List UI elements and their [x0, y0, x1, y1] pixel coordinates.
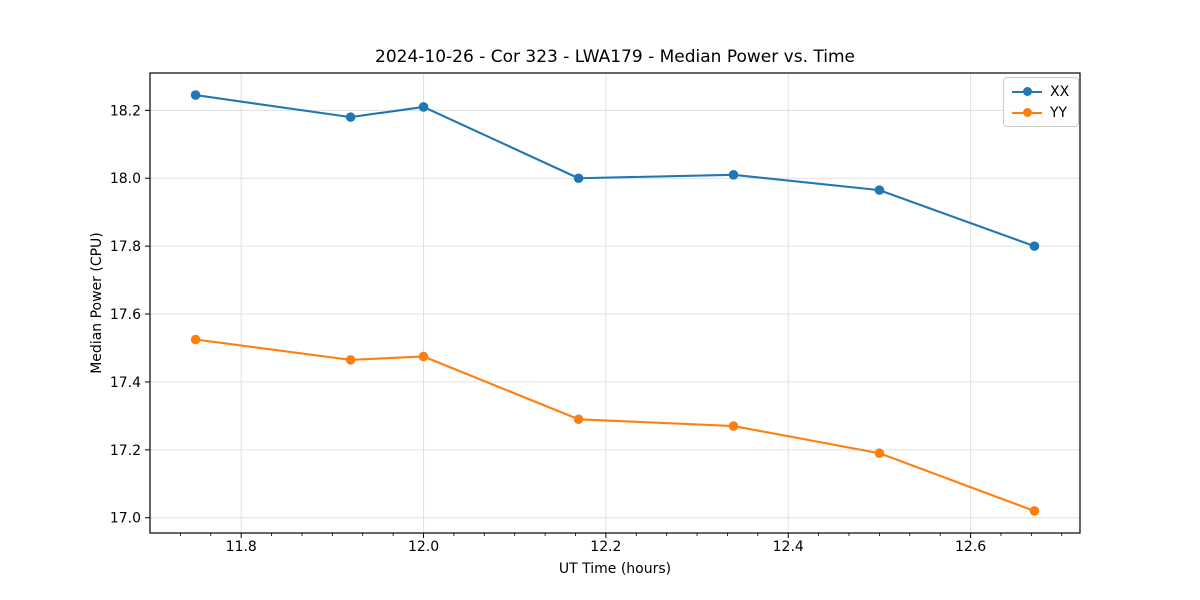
- y-tick-label: 17.2: [110, 443, 141, 459]
- data-point-xx: [573, 173, 584, 184]
- x-axis-label: UT Time (hours): [558, 561, 672, 577]
- data-point-xx: [418, 102, 429, 112]
- x-axis-ticks: 11.8 12.0 12.2 12.4 12.6: [226, 533, 986, 555]
- y-tick-label: 17.6: [110, 307, 141, 323]
- x-tick-label: 12.2: [590, 539, 621, 555]
- x-tick-label: 12.0: [408, 539, 439, 555]
- legend-label-yy: YY: [1050, 104, 1068, 121]
- legend-entry-yy: YY: [1012, 103, 1069, 122]
- data-point-xx: [1029, 241, 1040, 251]
- data-point-xx: [874, 185, 885, 195]
- series-yy: [190, 334, 1040, 516]
- y-axis-ticks: 17.0 17.2 17.4 17.6 17.8 18.0 18.2: [110, 103, 150, 527]
- data-point-yy: [874, 448, 885, 459]
- x-tick-label: 12.4: [773, 539, 804, 555]
- data-point-yy: [345, 355, 356, 365]
- data-point-yy: [728, 421, 739, 431]
- y-tick-label: 17.0: [110, 511, 141, 527]
- axes-frame: [149, 72, 1081, 534]
- series-xx-line: [194, 94, 1036, 248]
- x-tick-label: 11.8: [226, 539, 257, 555]
- data-point-yy: [190, 334, 201, 345]
- y-axis-label: Median Power (CPU): [89, 232, 105, 374]
- data-point-yy: [573, 414, 584, 425]
- y-tick-label: 17.8: [110, 239, 141, 255]
- grid-lines: [150, 73, 1080, 533]
- data-point-yy: [418, 351, 429, 362]
- legend-entry-xx: XX: [1012, 82, 1069, 101]
- chart-title: 2024-10-26 - Cor 323 - LWA179 - Median P…: [375, 47, 855, 67]
- x-tick-label: 12.6: [955, 539, 986, 555]
- y-tick-label: 18.2: [110, 103, 141, 119]
- data-point-xx: [345, 112, 356, 122]
- xx-series-swatch-icon: [1012, 87, 1042, 97]
- series-yy-line: [194, 338, 1036, 512]
- y-tick-label: 18.0: [110, 171, 141, 187]
- data-point-yy: [1029, 506, 1040, 516]
- yy-series-swatch-icon: [1012, 108, 1042, 118]
- y-tick-label: 17.4: [110, 375, 141, 391]
- series-xx: [190, 90, 1040, 251]
- data-point-xx: [728, 170, 739, 180]
- legend-label-xx: XX: [1050, 83, 1070, 100]
- legend: XX YY: [1003, 77, 1080, 127]
- data-point-xx: [190, 90, 201, 100]
